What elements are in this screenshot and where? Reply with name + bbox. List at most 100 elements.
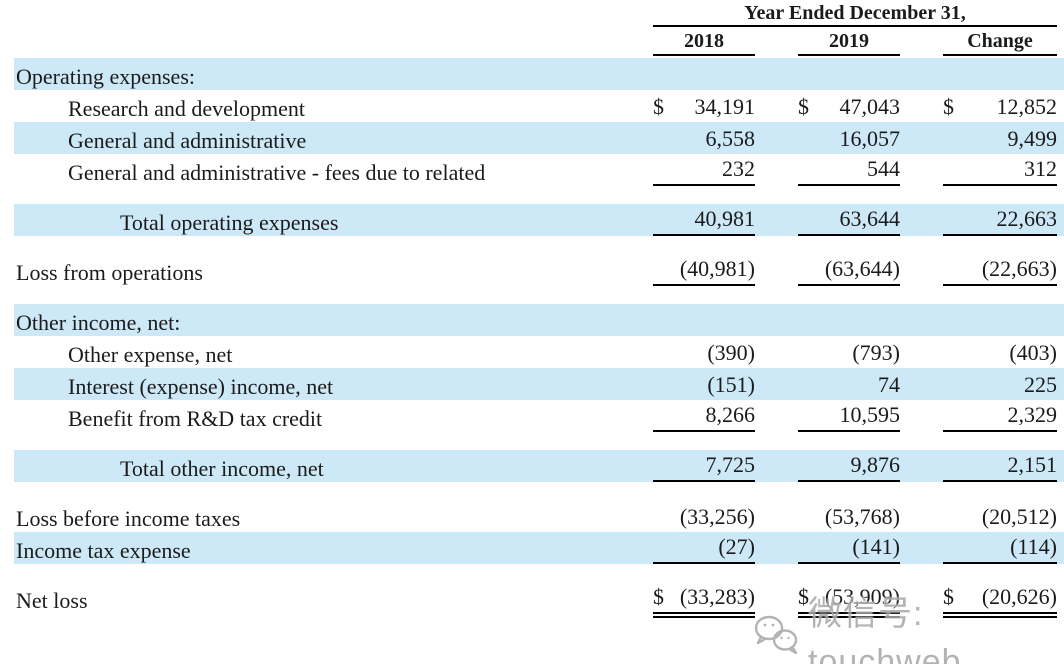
cell-2019: (63,644)	[798, 256, 900, 286]
cell-value: (20,626)	[981, 584, 1057, 609]
cell-value: (53,909)	[824, 584, 900, 609]
row-label: Operating expenses:	[16, 64, 195, 89]
cell-2019: 10,595	[798, 402, 900, 432]
dollar-sign: $	[798, 584, 809, 609]
cell-value: 34,191	[694, 94, 756, 119]
cell-value: (141)	[852, 534, 900, 559]
cell-value: 544	[867, 156, 900, 181]
cell-value: (793)	[852, 340, 900, 365]
cell-change: (403)	[943, 340, 1057, 368]
cell-2018: (33,256)	[653, 504, 755, 532]
dollar-sign: $	[943, 584, 954, 609]
cell-change: (114)	[943, 534, 1057, 564]
cell-value: 9,876	[850, 452, 901, 477]
table-row: Total other income, net 7,725 9,876 2,15…	[14, 450, 1064, 482]
cell-value: 10,595	[839, 402, 901, 427]
cell-2018: (40,981)	[653, 256, 755, 286]
cell-value: (151)	[707, 372, 755, 397]
row-label: Research and development	[68, 96, 306, 121]
table-row: Interest (expense) income, net (151) 74 …	[14, 368, 1064, 400]
column-header-change: Change	[943, 30, 1057, 56]
cell-value: (390)	[707, 340, 755, 365]
cell-2019: (53,768)	[798, 504, 900, 532]
column-header-row: 2018 2019 Change	[653, 30, 1064, 56]
cell-change	[943, 88, 1057, 90]
cell-change: 225	[943, 372, 1057, 400]
cell-value: (27)	[718, 534, 755, 559]
row-label: Benefit from R&D tax credit	[68, 406, 323, 431]
column-gap	[900, 30, 943, 56]
row-label: Other expense, net	[68, 342, 233, 367]
dollar-sign: $	[653, 94, 664, 119]
cell-value: 2,151	[1007, 452, 1058, 477]
cell-2019: 63,644	[798, 206, 900, 236]
table-row: Benefit from R&D tax credit 8,266 10,595…	[14, 400, 1064, 432]
cell-2018: (151)	[653, 372, 755, 400]
table-row: Other expense, net (390) (793) (403)	[14, 336, 1064, 368]
cell-2019: 74	[798, 372, 900, 400]
row-label: Total other income, net	[120, 456, 324, 481]
cell-2019: 16,057	[798, 126, 901, 154]
cell-value: 63,644	[839, 206, 901, 231]
cell-value: 74	[878, 372, 900, 397]
row-label: Interest (expense) income, net	[68, 374, 334, 399]
cell-value: 8,266	[705, 402, 756, 427]
table-row: Income tax expense (27) (141) (114)	[14, 532, 1064, 564]
cell-value: (40,981)	[679, 256, 755, 281]
column-header-2019: 2019	[798, 30, 900, 56]
table-row: Net loss $ (33,283) $ (53,909) $ (20,626)	[14, 582, 1064, 618]
cell-value: 2,329	[1007, 402, 1058, 427]
cell-value: 232	[722, 156, 755, 181]
row-label: Net loss	[16, 588, 88, 613]
cell-2019: $47,043	[798, 94, 900, 122]
cell-value: 6,558	[705, 126, 756, 151]
cell-2018: 6,558	[653, 126, 756, 154]
row-label: Other income, net:	[16, 310, 181, 335]
cell-change: 2,329	[943, 402, 1057, 432]
row-label: Loss from operations	[16, 260, 203, 285]
cell-2018: $34,191	[653, 94, 755, 122]
row-label: General and administrative	[68, 128, 307, 153]
cell-value: (22,663)	[981, 256, 1057, 281]
cell-2019: $ (53,909)	[798, 584, 900, 618]
table-row: General and administrative - fees due to…	[14, 154, 1064, 186]
cell-2018: 232	[653, 156, 755, 186]
cell-value: 47,043	[839, 94, 901, 119]
cell-value: 22,663	[996, 206, 1058, 231]
cell-2019: 544	[798, 156, 900, 186]
cell-value: (33,256)	[679, 504, 755, 529]
cell-change: (22,663)	[943, 256, 1057, 286]
table-row: Operating expenses:	[14, 58, 1064, 90]
dollar-sign: $	[798, 94, 809, 119]
cell-change: 22,663	[943, 206, 1057, 236]
table-row: Total operating expenses 40,981 63,644 2…	[14, 204, 1064, 236]
cell-2018: 40,981	[653, 206, 755, 236]
column-gap	[755, 30, 798, 56]
cell-value: (53,768)	[824, 504, 900, 529]
column-header-2018: 2018	[653, 30, 755, 56]
year-ended-header: Year Ended December 31,	[653, 3, 1057, 27]
cell-value: (20,512)	[981, 504, 1057, 529]
cell-value: (33,283)	[679, 584, 755, 609]
table-row: Loss from operations (40,981) (63,644) (…	[14, 254, 1064, 286]
cell-value: (63,644)	[824, 256, 900, 281]
cell-value: 9,499	[1007, 126, 1058, 151]
cell-2018: 7,725	[653, 452, 755, 482]
cell-change: $ (20,626)	[943, 584, 1057, 618]
wechat-icon	[752, 612, 804, 664]
cell-value: 12,852	[996, 94, 1058, 119]
dollar-sign: $	[943, 94, 954, 119]
cell-2018	[653, 88, 755, 90]
cell-value: 40,981	[694, 206, 756, 231]
table-row: Loss before income taxes (33,256) (53,76…	[14, 500, 1064, 532]
table-row: Other income, net:	[14, 304, 1064, 336]
table-row: General and administrative 6,558 16,057 …	[14, 122, 1064, 154]
cell-change: 312	[943, 156, 1057, 186]
cell-2018	[653, 334, 755, 336]
cell-change	[943, 334, 1057, 336]
cell-2018: (390)	[653, 340, 755, 368]
table-body: Operating expenses: Research and develop…	[0, 58, 1064, 618]
cell-2019	[798, 334, 900, 336]
cell-change: 9,499	[943, 126, 1058, 154]
